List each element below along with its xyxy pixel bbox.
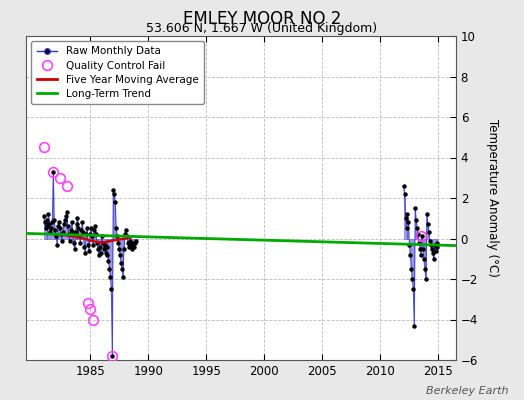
Text: Berkeley Earth: Berkeley Earth — [426, 386, 508, 396]
Text: EMLEY MOOR NO 2: EMLEY MOOR NO 2 — [183, 10, 341, 28]
Legend: Raw Monthly Data, Quality Control Fail, Five Year Moving Average, Long-Term Tren: Raw Monthly Data, Quality Control Fail, … — [31, 41, 204, 104]
Y-axis label: Temperature Anomaly (°C): Temperature Anomaly (°C) — [486, 119, 499, 277]
Text: 53.606 N, 1.667 W (United Kingdom): 53.606 N, 1.667 W (United Kingdom) — [146, 22, 378, 35]
